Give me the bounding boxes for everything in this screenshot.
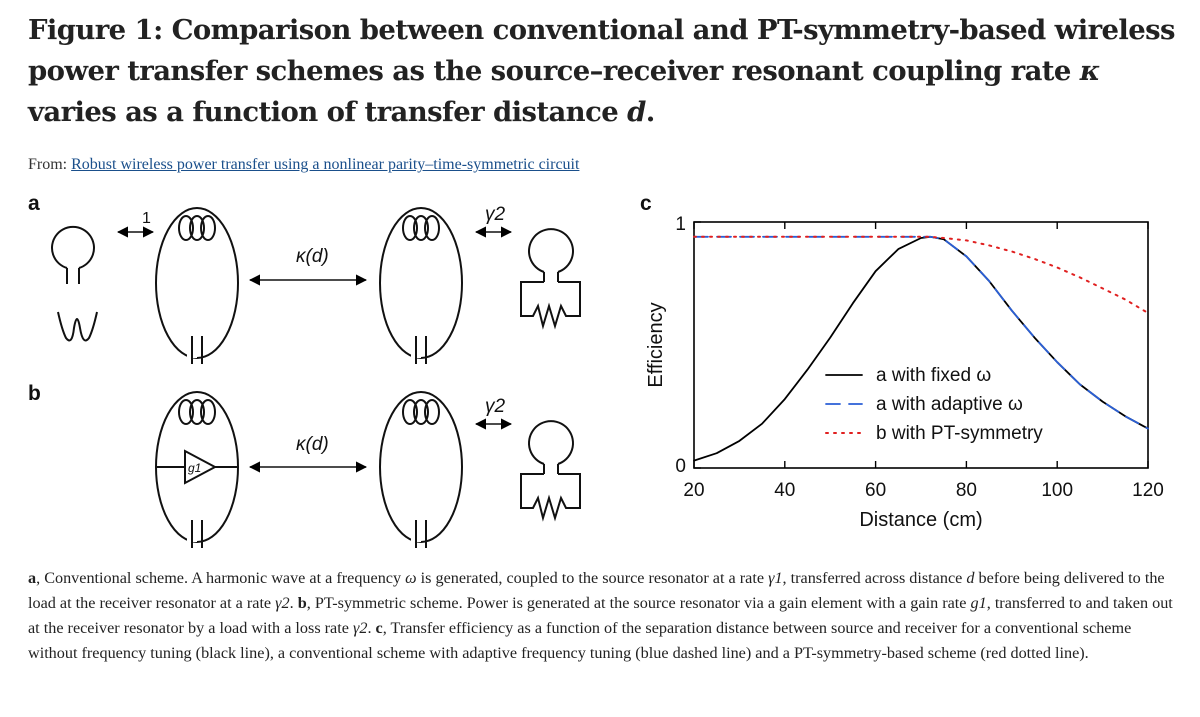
gamma2-label-a: γ2 [485, 204, 506, 225]
legend-entry: b with PT-symmetry [876, 423, 1043, 444]
chart-legend: a with fixed ω a with adaptive ω b with PT… [825, 365, 1043, 444]
panel-a: a 1 κ(d) [28, 192, 581, 364]
x-tick-label: 60 [865, 480, 886, 501]
legend-entry: a with fixed ω [876, 365, 991, 386]
y-tick-label: 0 [675, 456, 686, 477]
figure-svg: a 1 κ(d) [28, 192, 1164, 548]
source-resonator-a [155, 207, 239, 364]
article-link[interactable]: Robust wireless power transfer using a n… [71, 156, 580, 173]
x-tick-label: 20 [683, 480, 704, 501]
source-resonator-b: g1 [155, 391, 239, 548]
receiver-resonator-b [379, 391, 463, 548]
y-axis-ticks: 01 [675, 214, 701, 477]
gain-amplifier-icon [184, 449, 218, 485]
load-resistor-b [520, 420, 581, 522]
receiver-resonator-a [379, 207, 463, 364]
series-layer [693, 235, 1149, 462]
x-axis-label: Distance (cm) [859, 509, 982, 531]
x-tick-label: 40 [774, 480, 795, 501]
harmonic-wave-icon [57, 311, 98, 342]
panel-b: b g1 κ(d) γ2 [28, 382, 581, 548]
y-axis-label: Efficiency [645, 302, 667, 387]
source-generator [51, 225, 98, 342]
distance-symbol: d [627, 96, 646, 128]
x-tick-label: 120 [1132, 480, 1164, 501]
gamma2-label-b: γ2 [485, 396, 506, 417]
coupling-rate-source: 1 [142, 210, 151, 227]
kappa-label-b: κ(d) [296, 434, 329, 455]
panel-c-label: c [640, 192, 652, 215]
figure-caption: a, Conventional scheme. A harmonic wave … [28, 569, 1173, 662]
x-tick-label: 80 [956, 480, 977, 501]
kappa-label-a: κ(d) [296, 246, 329, 267]
x-axis-ticks: 20 40 60 80 100 120 [683, 222, 1164, 501]
figure-title: Figure 1: Comparison between conventiona… [28, 14, 1175, 128]
series-line-dotted [693, 235, 1149, 314]
panel-c-chart: c 20 40 60 80 100 120 01 Distance (cm) Effici… [640, 192, 1164, 531]
kappa-symbol: κ [1079, 55, 1101, 87]
source-line: From: Robust wireless power transfer usi… [28, 156, 579, 174]
panel-b-label: b [28, 382, 41, 405]
y-tick-label: 1 [675, 214, 686, 235]
legend-entry: a with adaptive ω [876, 394, 1023, 415]
plot-frame [693, 221, 1149, 469]
figure-panels: a 1 κ(d) [0, 178, 1200, 548]
from-label: From: [28, 156, 68, 173]
gain-label: g1 [188, 461, 201, 475]
panel-a-label: a [28, 192, 40, 215]
load-resistor-a [520, 228, 581, 330]
figure-number: Figure 1: [28, 14, 163, 46]
x-tick-label: 100 [1041, 480, 1073, 501]
